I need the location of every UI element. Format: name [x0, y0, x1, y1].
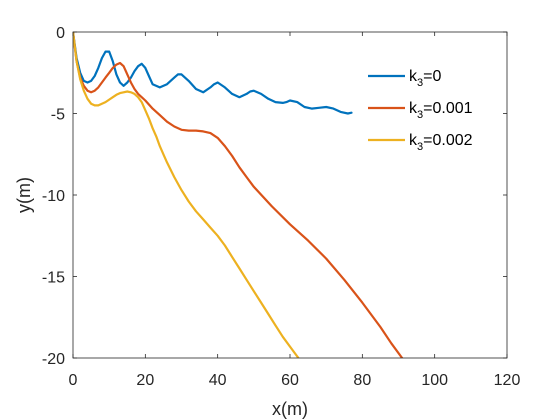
legend-label-1: k3=0: [409, 68, 441, 89]
plot-area-background: [73, 32, 507, 358]
tick-layer: 0 20 40 60 80 100 120 0 -5 -10 -15 -20: [42, 25, 521, 389]
series-line-2: [73, 32, 404, 358]
x-axis-label: x(m): [272, 399, 308, 419]
y-tick-label: -5: [51, 107, 65, 124]
series-layer: [73, 32, 404, 358]
x-tick-label: 60: [281, 372, 299, 389]
y-tick-label: -10: [42, 188, 65, 205]
x-tick-label: 20: [136, 372, 154, 389]
y-axis-label: y(m): [14, 177, 34, 213]
x-tick-label: 0: [69, 372, 78, 389]
legend: k3=0 k3=0.001 k3=0.002: [368, 68, 473, 153]
y-tick-label: -15: [42, 270, 65, 287]
y-tick-label: 0: [56, 25, 65, 42]
series-line-3: [73, 32, 300, 358]
y-tick-label: -20: [42, 351, 65, 368]
x-tick-label: 120: [494, 372, 521, 389]
x-tick-label: 40: [209, 372, 227, 389]
legend-label-2: k3=0.001: [409, 100, 473, 121]
x-tick-label: 80: [353, 372, 371, 389]
x-tick-label: 100: [421, 372, 448, 389]
series-line-1: [73, 32, 353, 115]
legend-label-3: k3=0.002: [409, 132, 473, 153]
